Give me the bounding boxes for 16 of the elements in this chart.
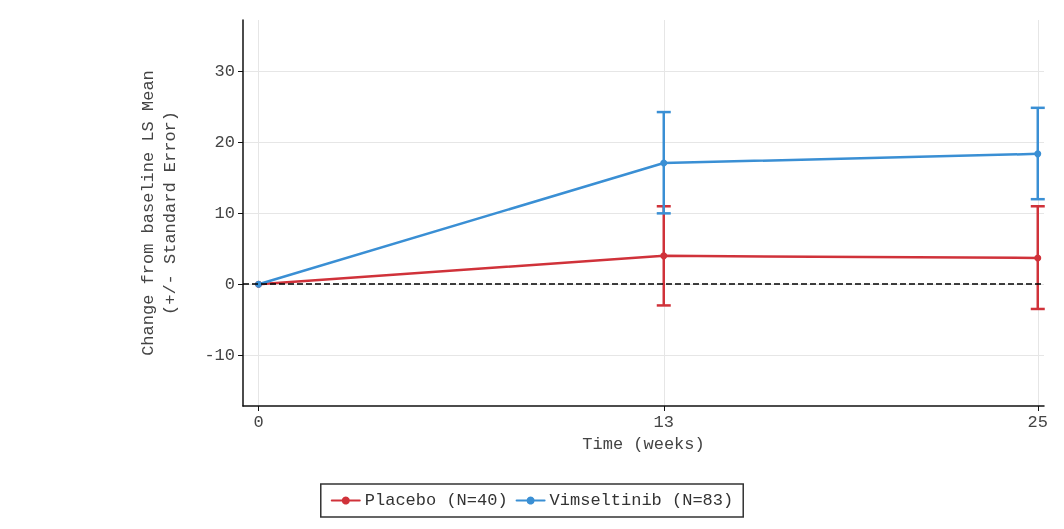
y-tick-label: 10 [214, 203, 235, 223]
x-tick-label: 0 [253, 413, 264, 432]
y-axis-title: Change from baseline LS Mean (+/- Standard Error) [138, 70, 180, 356]
point [660, 252, 668, 260]
point [660, 159, 668, 167]
x-tick-label: 25 [1027, 413, 1048, 432]
legend-label: Vimseltinib (N=83) [549, 491, 734, 510]
y-tick-label: -10 [204, 345, 235, 365]
x-tick-label: 13 [653, 413, 674, 432]
point [1034, 254, 1042, 262]
y-tick-label: 20 [214, 133, 235, 153]
x-axis-title: Time (weeks) [582, 434, 705, 454]
y-tick-label: 0 [224, 274, 235, 294]
legend-label: Placebo (N=40) [364, 491, 508, 510]
point [1034, 150, 1042, 158]
y-tick-label: 30 [214, 62, 235, 82]
